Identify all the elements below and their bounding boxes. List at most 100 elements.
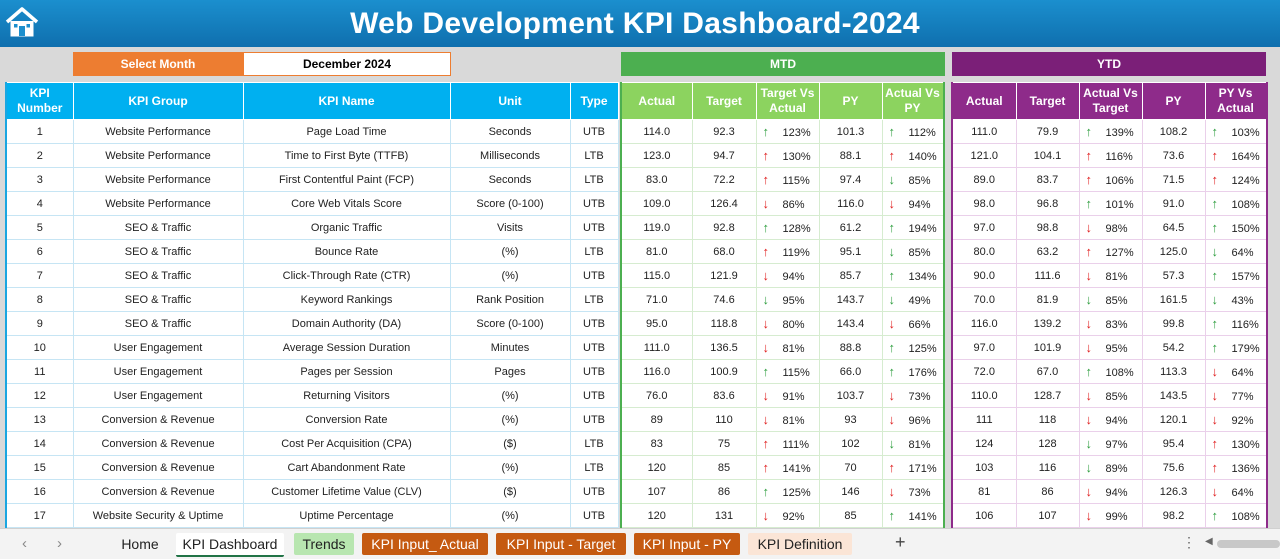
percent-value: 103%	[1231, 127, 1260, 139]
kpi-number-cell: 4	[6, 191, 74, 216]
ytd-py-cell: 143.5	[1142, 383, 1206, 408]
type-cell: LTB	[570, 167, 619, 192]
mtd-py-cell: 103.7	[819, 383, 883, 408]
mtd-target-vs-actual-cell: ↑ 128%	[756, 215, 820, 240]
arrow-up-icon: ↑	[1211, 220, 1219, 235]
ytd-actual-vs-target-cell: ↓ 83%	[1079, 311, 1143, 336]
ytd-actual-cell: 103	[952, 455, 1017, 480]
kpi-group-cell: Conversion & Revenue	[73, 431, 244, 456]
table-row: 76.0 83.6 ↓ 91% 103.7 ↓ 73%	[621, 383, 944, 408]
arrow-up-icon: ↑	[888, 508, 896, 523]
ytd-py-cell: 98.2	[1142, 503, 1206, 528]
ytd-target-cell: 128.7	[1016, 383, 1080, 408]
arrow-up-icon: ↑	[888, 124, 896, 139]
arrow-up-icon: ↑	[1211, 508, 1219, 523]
table-row: 4 Website Performance Core Web Vitals Scor…	[6, 191, 619, 216]
home-icon[interactable]	[4, 4, 40, 40]
percent-value: 92%	[782, 511, 805, 523]
mtd-py-cell: 116.0	[819, 191, 883, 216]
sheet-tab-kpi-definition[interactable]: KPI Definition	[748, 533, 852, 555]
table-row: 13 Conversion & Revenue Conversion Rate (%)…	[6, 407, 619, 432]
header-kpi-number: KPI Number	[5, 82, 74, 120]
percent-value: 140%	[908, 151, 937, 163]
mtd-py-cell: 93	[819, 407, 883, 432]
mtd-actual-vs-py-cell: ↑ 141%	[882, 503, 944, 528]
type-cell: UTB	[570, 215, 619, 240]
table-row: 103 116 ↓ 89% 75.6 ↑ 136%	[952, 455, 1267, 480]
ytd-actual-cell: 124	[952, 431, 1017, 456]
table-row: 110.0 128.7 ↓ 85% 143.5 ↓ 77%	[952, 383, 1267, 408]
scroll-left-icon[interactable]: ◀	[1205, 536, 1213, 547]
mtd-target-vs-actual-cell: ↓ 92%	[756, 503, 820, 528]
table-row: 111.0 79.9 ↑ 139% 108.2 ↑ 103%	[952, 119, 1267, 144]
ytd-py-vs-actual-cell: ↑ 136%	[1205, 455, 1267, 480]
sheet-tab-kpi-input-py[interactable]: KPI Input - PY	[634, 533, 740, 555]
sheet-tab-kpi-dashboard[interactable]: KPI Dashboard	[176, 533, 284, 557]
arrow-up-icon: ↑	[762, 364, 770, 379]
kpi-number-cell: 2	[6, 143, 74, 168]
prev-sheet-icon[interactable]: ‹	[22, 535, 27, 552]
mtd-actual-cell: 76.0	[621, 383, 693, 408]
mtd-actual-cell: 95.0	[621, 311, 693, 336]
more-options-icon[interactable]: ⋮	[1182, 534, 1196, 550]
scrollbar-thumb[interactable]	[1217, 540, 1280, 548]
ytd-py-vs-actual-cell: ↓ 92%	[1205, 407, 1267, 432]
percent-value: 179%	[1231, 343, 1260, 355]
month-select[interactable]: December 2024	[243, 52, 451, 76]
kpi-number-cell: 14	[6, 431, 74, 456]
horizontal-scrollbar[interactable]: ◀	[1205, 536, 1280, 550]
table-row: 124 128 ↓ 97% 95.4 ↑ 130%	[952, 431, 1267, 456]
arrow-down-icon: ↓	[1085, 508, 1093, 523]
type-cell: UTB	[570, 263, 619, 288]
table-row: 9 SEO & Traffic Domain Authority (DA) Score…	[6, 311, 619, 336]
sheet-tab-home[interactable]: Home	[121, 536, 159, 552]
mtd-py-cell: 146	[819, 479, 883, 504]
arrow-down-icon: ↓	[762, 388, 770, 403]
table-row: 12 User Engagement Returning Visitors (%) UT…	[6, 383, 619, 408]
mtd-py-cell: 70	[819, 455, 883, 480]
sheet-tab-kpi-input-actual[interactable]: KPI Input_ Actual	[362, 533, 488, 555]
page-title: Web Development KPI Dashboard-2024	[350, 7, 920, 40]
mtd-py-cell: 88.8	[819, 335, 883, 360]
ytd-py-vs-actual-cell: ↑ 108%	[1205, 191, 1267, 216]
percent-value: 94%	[1105, 415, 1128, 427]
arrow-down-icon: ↓	[1211, 244, 1219, 259]
arrow-down-icon: ↓	[1085, 316, 1093, 331]
table-row: 120 131 ↓ 92% 85 ↑ 141%	[621, 503, 944, 528]
table-row: 111 118 ↓ 94% 120.1 ↓ 92%	[952, 407, 1267, 432]
header-ytd-actual-vs-target: Actual Vs Target	[1078, 82, 1143, 120]
mtd-target-cell: 75	[692, 431, 757, 456]
header-mtd-actual: Actual	[620, 82, 693, 120]
percent-value: 99%	[1105, 511, 1128, 523]
percent-value: 101%	[1105, 199, 1134, 211]
arrow-down-icon: ↓	[1085, 292, 1093, 307]
ytd-py-vs-actual-cell: ↑ 157%	[1205, 263, 1267, 288]
unit-cell: (%)	[450, 407, 571, 432]
sheet-tab-kpi-input-target[interactable]: KPI Input - Target	[496, 533, 626, 555]
mtd-actual-vs-py-cell: ↓ 85%	[882, 239, 944, 264]
mtd-target-cell: 110	[692, 407, 757, 432]
ytd-py-cell: 91.0	[1142, 191, 1206, 216]
next-sheet-icon[interactable]: ›	[57, 535, 62, 552]
table-row: 116.0 139.2 ↓ 83% 99.8 ↑ 116%	[952, 311, 1267, 336]
sheet-tab-trends[interactable]: Trends	[294, 533, 354, 555]
arrow-down-icon: ↓	[888, 292, 896, 307]
arrow-up-icon: ↑	[1085, 244, 1093, 259]
sheet-tab-bar: ‹ › Home KPI Dashboard Trends KPI Input_…	[0, 528, 1280, 559]
table-row: 90.0 111.6 ↓ 81% 57.3 ↑ 157%	[952, 263, 1267, 288]
percent-value: 108%	[1231, 511, 1260, 523]
arrow-up-icon: ↑	[762, 148, 770, 163]
add-sheet-icon[interactable]: +	[895, 532, 906, 552]
mtd-actual-vs-py-cell: ↓ 49%	[882, 287, 944, 312]
header-unit: Unit	[449, 82, 571, 120]
mtd-actual-cell: 109.0	[621, 191, 693, 216]
table-row: 6 SEO & Traffic Bounce Rate (%) LTB	[6, 239, 619, 264]
mtd-target-vs-actual-cell: ↓ 86%	[756, 191, 820, 216]
arrow-up-icon: ↑	[888, 460, 896, 475]
header-mtd-py: PY	[818, 82, 883, 120]
type-cell: LTB	[570, 455, 619, 480]
mtd-target-vs-actual-cell: ↑ 119%	[756, 239, 820, 264]
ytd-py-vs-actual-cell: ↓ 64%	[1205, 479, 1267, 504]
percent-value: 92%	[1231, 415, 1254, 427]
ytd-py-vs-actual-cell: ↓ 64%	[1205, 239, 1267, 264]
